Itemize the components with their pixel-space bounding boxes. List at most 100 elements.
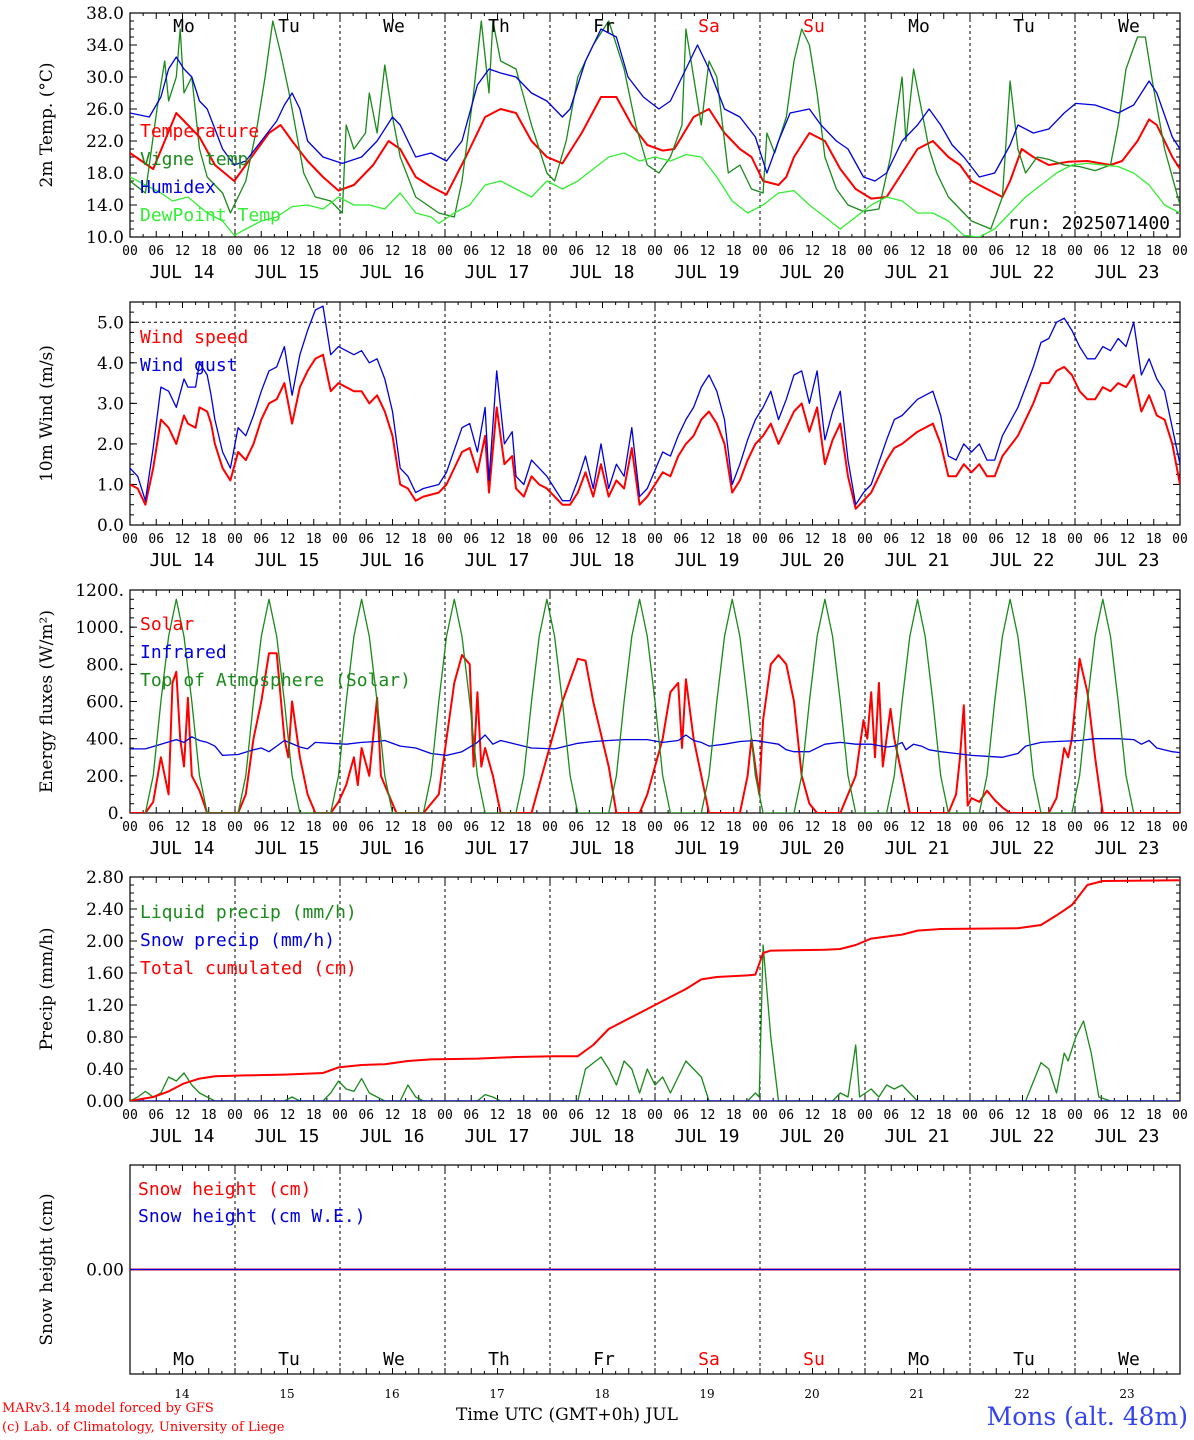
hour-tick-label: 06: [988, 532, 1004, 547]
date-label: JUL 23: [1094, 838, 1159, 859]
hour-tick-label: 18: [936, 532, 952, 547]
series-line-top-of-atmosphere-solar-: [144, 598, 1135, 813]
station-name: Mons (alt. 48m): [986, 1402, 1188, 1431]
date-label: JUL 19: [674, 262, 739, 283]
hour-tick-label: 06: [883, 244, 899, 259]
weekday-label: Sa: [698, 1349, 720, 1370]
hour-tick-label: 12: [490, 532, 506, 547]
hour-tick-label: 12: [280, 1108, 296, 1123]
day-number-label: 22: [1014, 1387, 1029, 1401]
hour-tick-label: 12: [700, 1108, 716, 1123]
hour-tick-label: 12: [595, 532, 611, 547]
hour-tick-label: 00: [437, 1108, 453, 1123]
y-tick-label: 38.0: [86, 4, 124, 24]
panel-5: 0.00 Snow height (cm) Snow height (cm) Snow…: [37, 1164, 1181, 1401]
hour-tick-label: 00: [122, 1108, 138, 1123]
hour-tick-label: 00: [1172, 820, 1188, 835]
series-line-solar: [130, 652, 1180, 813]
date-label: JUL 23: [1094, 1126, 1159, 1147]
hour-tick-label: 00: [227, 1108, 243, 1123]
legend-entry: Temperature: [140, 121, 259, 142]
date-label: JUL 22: [989, 550, 1054, 571]
series-line-total-cumulated-cm-: [130, 879, 1180, 1101]
date-label: JUL 22: [989, 262, 1054, 283]
legend-entry: Liquid precip (mm/h): [140, 902, 357, 923]
y-tick-label: 2.80: [86, 868, 124, 888]
hour-tick-label: 18: [1146, 1108, 1162, 1123]
hour-tick-label: 12: [910, 820, 926, 835]
hour-tick-label: 06: [673, 244, 689, 259]
hour-tick-label: 06: [253, 820, 269, 835]
hour-tick-label: 12: [1015, 244, 1031, 259]
hour-tick-label: 06: [253, 532, 269, 547]
hour-tick-label: 06: [148, 532, 164, 547]
y-tick-label: 22.0: [86, 132, 124, 152]
y-tick-label: 600.: [86, 693, 124, 713]
hour-tick-label: 06: [463, 244, 479, 259]
y-axis-label: Precip (mm/h): [37, 927, 57, 1050]
hour-tick-label: 00: [962, 820, 978, 835]
legend-entry: Infrared: [140, 642, 227, 663]
hour-tick-label: 00: [647, 820, 663, 835]
hour-tick-label: 12: [595, 1108, 611, 1123]
hour-tick-label: 12: [700, 244, 716, 259]
hour-tick-label: 18: [831, 820, 847, 835]
hour-tick-label: 00: [227, 532, 243, 547]
date-label: JUL 15: [254, 550, 319, 571]
hour-tick-label: 12: [175, 1108, 191, 1123]
plot-frame: [129, 12, 1181, 238]
hour-tick-label: 12: [805, 1108, 821, 1123]
y-tick-label: 2.40: [86, 900, 124, 920]
hour-tick-label: 00: [752, 820, 768, 835]
date-label: JUL 17: [464, 838, 529, 859]
hour-tick-label: 18: [726, 532, 742, 547]
panel-2: 0.0 1.0 2.0 3.0 4.0 5.0 10m Wind (m/s) Wind spe…: [37, 301, 1188, 571]
series-line-vigne-temp: [130, 20, 1180, 230]
run-annotation: run: 2025071400: [1007, 213, 1170, 234]
lab-credit: (c) Lab. of Climatology, University of L…: [2, 1420, 285, 1435]
hour-tick-label: 06: [568, 244, 584, 259]
hour-tick-label: 00: [752, 532, 768, 547]
hour-tick-label: 00: [752, 244, 768, 259]
hour-tick-label: 06: [358, 244, 374, 259]
legend-entry: Snow height (cm W.E.): [138, 1206, 366, 1227]
hour-tick-label: 06: [463, 532, 479, 547]
y-axis-label: 2m Temp. (°C): [37, 62, 57, 187]
hour-tick-label: 12: [910, 1108, 926, 1123]
weekday-label: We: [1118, 1349, 1140, 1370]
date-label: JUL 16: [359, 838, 424, 859]
date-label: JUL 23: [1094, 262, 1159, 283]
hour-tick-label: 18: [726, 244, 742, 259]
hour-tick-label: 18: [201, 244, 217, 259]
weekday-label: Th: [488, 1349, 510, 1370]
y-tick-label: 1200.: [75, 581, 124, 601]
y-tick-label: 0.00: [86, 1261, 124, 1281]
y-axis-label: Energy fluxes (W/m²): [37, 610, 57, 793]
hour-tick-label: 18: [1041, 820, 1057, 835]
day-number-label: 16: [384, 1387, 399, 1401]
y-tick-label: 800.: [86, 655, 124, 675]
hour-tick-label: 18: [726, 820, 742, 835]
weekday-label: We: [383, 16, 405, 37]
hour-tick-label: 06: [988, 1108, 1004, 1123]
date-label: JUL 19: [674, 550, 739, 571]
y-axis-label: 10m Wind (m/s): [37, 345, 57, 482]
hour-tick-label: 18: [411, 1108, 427, 1123]
weekday-label: Mo: [908, 16, 930, 37]
time-axis-label: Time UTC (GMT+0h) JUL: [456, 1405, 678, 1425]
hour-tick-label: 12: [1120, 820, 1136, 835]
hour-tick-label: 18: [306, 820, 322, 835]
weekday-label: We: [1118, 16, 1140, 37]
hour-tick-label: 18: [1146, 820, 1162, 835]
legend-entry: Wind gust: [140, 355, 238, 376]
hour-tick-label: 18: [936, 244, 952, 259]
weekday-label: Su: [803, 16, 825, 37]
y-tick-label: 10.0: [86, 228, 124, 248]
date-label: JUL 19: [674, 1126, 739, 1147]
legend-entry: Total cumulated (cm): [140, 958, 357, 979]
y-axis-label: Snow height (cm): [37, 1193, 57, 1345]
hour-tick-label: 12: [910, 532, 926, 547]
weekday-label: Fr: [593, 16, 615, 37]
series-line-temperature: [130, 96, 1180, 200]
